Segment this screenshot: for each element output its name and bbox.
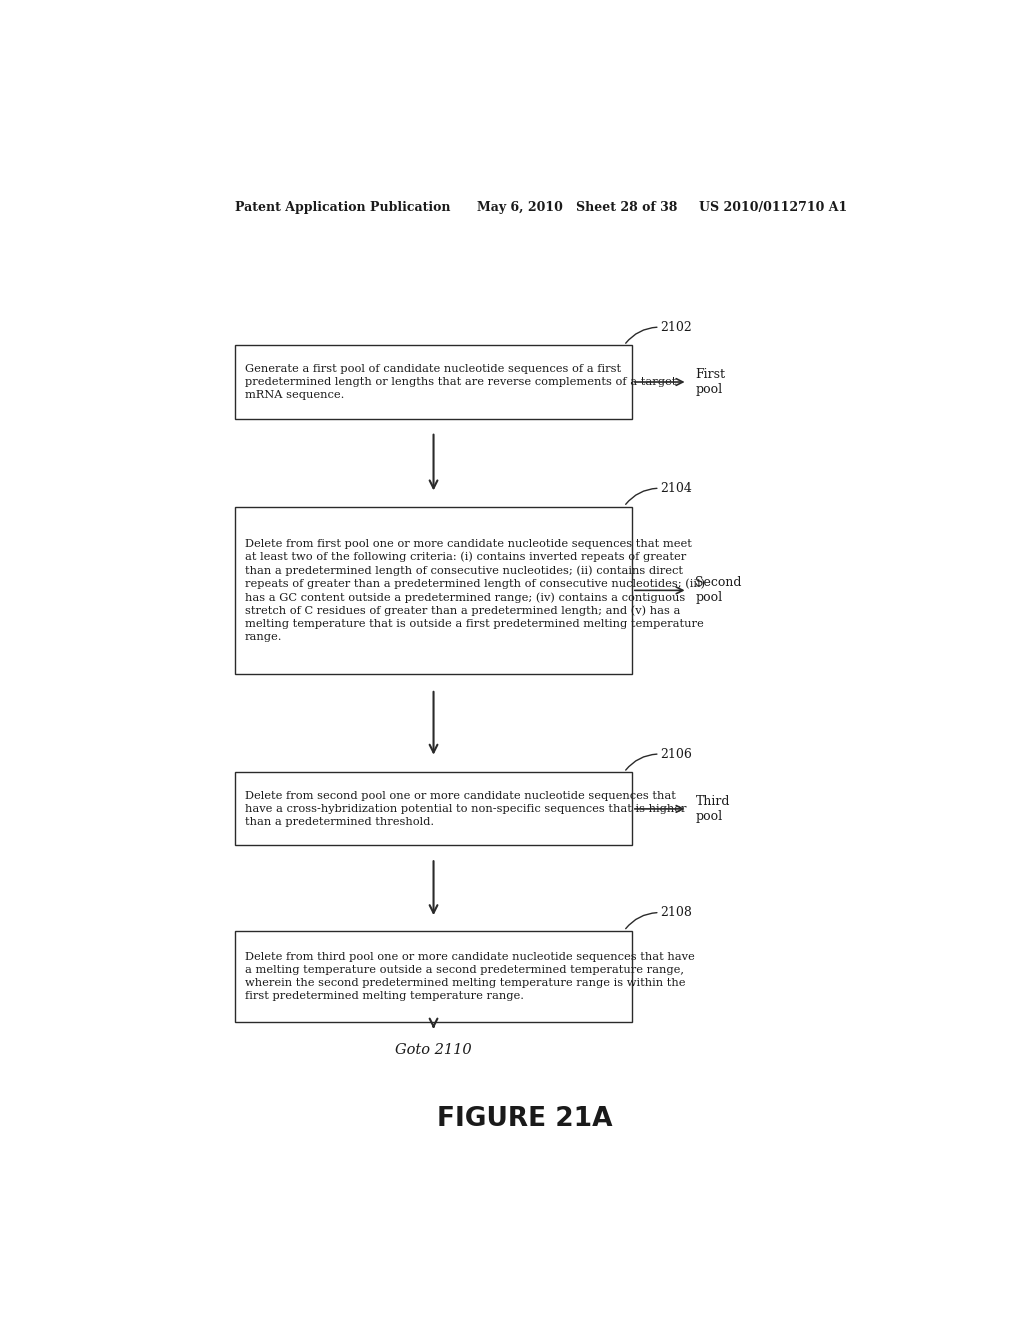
Text: 2102: 2102 bbox=[660, 321, 692, 334]
Text: Delete from second pool one or more candidate nucleotide sequences that
have a c: Delete from second pool one or more cand… bbox=[245, 791, 686, 826]
Text: Sheet 28 of 38: Sheet 28 of 38 bbox=[577, 201, 678, 214]
FancyBboxPatch shape bbox=[236, 507, 632, 675]
FancyBboxPatch shape bbox=[236, 931, 632, 1022]
Text: First
pool: First pool bbox=[695, 368, 725, 396]
Text: 2108: 2108 bbox=[660, 906, 692, 919]
Text: Delete from first pool one or more candidate nucleotide sequences that meet
at l: Delete from first pool one or more candi… bbox=[245, 539, 705, 642]
Text: FIGURE 21A: FIGURE 21A bbox=[437, 1106, 612, 1131]
Text: 2104: 2104 bbox=[660, 482, 692, 495]
Text: US 2010/0112710 A1: US 2010/0112710 A1 bbox=[699, 201, 848, 214]
FancyBboxPatch shape bbox=[236, 772, 632, 846]
FancyBboxPatch shape bbox=[236, 346, 632, 418]
Text: 2106: 2106 bbox=[660, 747, 692, 760]
Text: Third
pool: Third pool bbox=[695, 795, 730, 822]
Text: Second
pool: Second pool bbox=[695, 577, 742, 605]
Text: Generate a first pool of candidate nucleotide sequences of a first
predetermined: Generate a first pool of candidate nucle… bbox=[245, 364, 676, 400]
Text: May 6, 2010: May 6, 2010 bbox=[477, 201, 563, 214]
Text: Goto 2110: Goto 2110 bbox=[395, 1043, 472, 1057]
Text: Patent Application Publication: Patent Application Publication bbox=[236, 201, 451, 214]
Text: Delete from third pool one or more candidate nucleotide sequences that have
a me: Delete from third pool one or more candi… bbox=[245, 953, 694, 1001]
